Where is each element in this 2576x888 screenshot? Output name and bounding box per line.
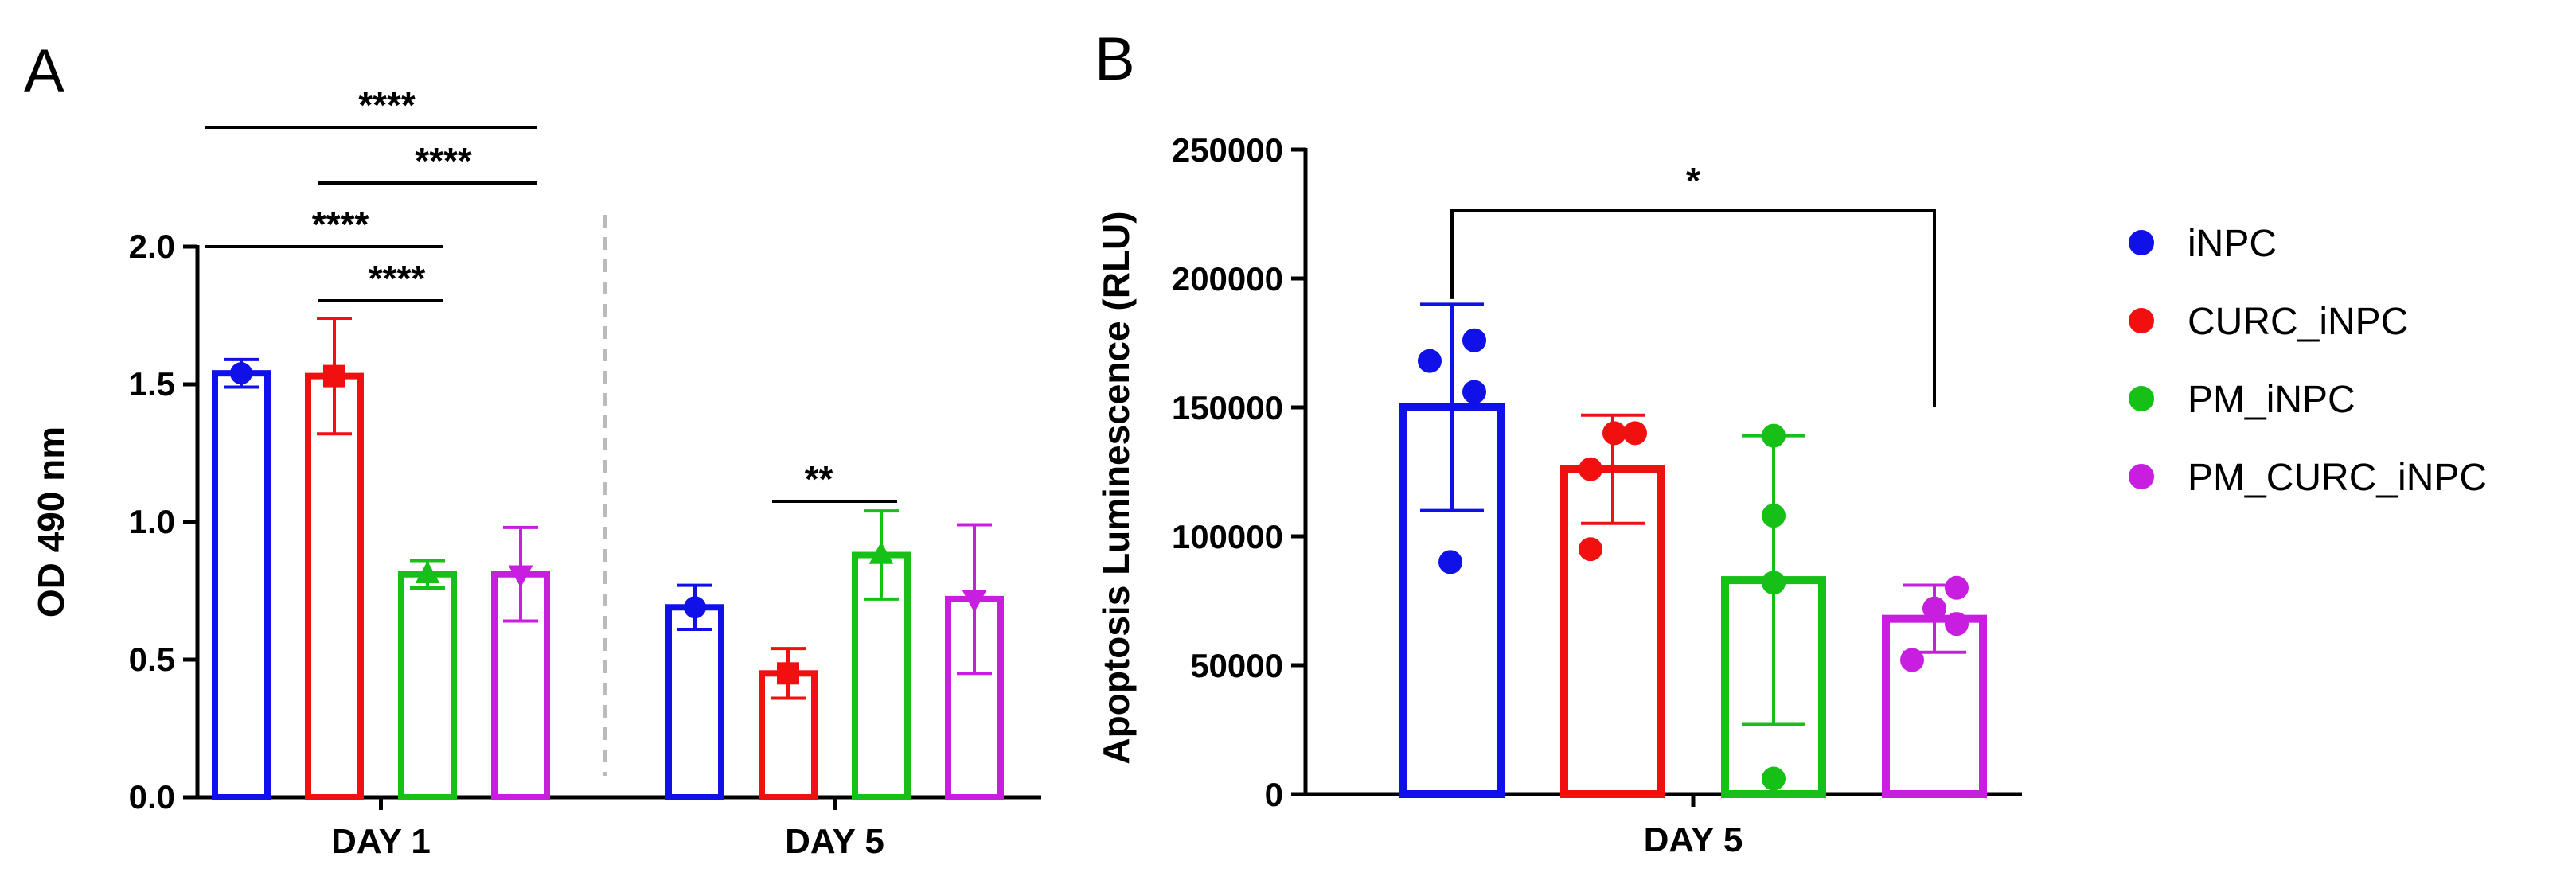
data-point-iNPC bbox=[1462, 380, 1486, 404]
y-tick-label: 1.5 bbox=[129, 365, 175, 403]
significance-label: * bbox=[1686, 160, 1700, 201]
point-iNPC bbox=[684, 596, 706, 618]
y-axis-title: Apoptosis Luminescence (RLU) bbox=[1095, 211, 1137, 764]
significance-label: **** bbox=[415, 140, 472, 181]
data-point-PM_iNPC bbox=[1762, 424, 1786, 448]
y-axis-title: OD 490 nm bbox=[30, 426, 72, 617]
legend-label-PM_iNPC: PM_iNPC bbox=[2188, 379, 2355, 421]
legend-label-PM_CURC_iNPC: PM_CURC_iNPC bbox=[2188, 457, 2487, 499]
point-CURC_iNPC bbox=[323, 365, 345, 388]
y-tick-label: 0.0 bbox=[129, 778, 175, 816]
legend-marker-CURC_iNPC bbox=[2129, 308, 2154, 333]
significance-label: **** bbox=[369, 258, 426, 299]
significance-label: ** bbox=[805, 458, 833, 500]
data-point-iNPC bbox=[1438, 550, 1462, 574]
significance-label: **** bbox=[358, 84, 416, 126]
x-category-label: DAY 1 bbox=[331, 822, 431, 861]
point-iNPC bbox=[230, 362, 252, 384]
x-category-label: DAY 5 bbox=[785, 822, 884, 861]
bar-iNPC-DAY1 bbox=[215, 373, 267, 797]
y-tick-label: 150000 bbox=[1172, 389, 1283, 426]
data-point-PM_CURC_iNPC bbox=[1945, 576, 1969, 600]
panel-b-chart: 0 50000 100000 150000 200000 250000 Apoptosis … bbox=[1095, 131, 2022, 859]
significance-label: **** bbox=[312, 204, 369, 245]
legend: iNPC CURC_iNPC PM_iNPC PM_CURC_iNPC bbox=[2129, 223, 2487, 499]
data-point-CURC_iNPC bbox=[1579, 537, 1602, 561]
data-point-iNPC bbox=[1462, 329, 1486, 352]
legend-marker-PM_CURC_iNPC bbox=[2129, 464, 2154, 489]
data-point-CURC_iNPC bbox=[1623, 421, 1647, 445]
data-point-CURC_iNPC bbox=[1579, 458, 1602, 481]
data-point-PM_iNPC bbox=[1762, 571, 1786, 594]
bar-iNPC-DAY5 bbox=[669, 607, 721, 797]
y-tick-label: 2.0 bbox=[129, 228, 175, 265]
data-point-PM_CURC_iNPC bbox=[1900, 648, 1924, 672]
data-point-PM_iNPC bbox=[1762, 767, 1786, 791]
legend-marker-PM_iNPC bbox=[2129, 386, 2154, 411]
data-point-PM_CURC_iNPC bbox=[1945, 612, 1969, 636]
bar-PM_iNPC-DAY1 bbox=[401, 574, 454, 797]
y-tick-label: 50000 bbox=[1190, 647, 1283, 684]
significance-bracket bbox=[1452, 211, 1934, 407]
bar-CURC_iNPC-DAY1 bbox=[308, 376, 361, 797]
x-category-label: DAY 5 bbox=[1644, 820, 1743, 859]
data-point-iNPC bbox=[1418, 349, 1442, 373]
data-point-CURC_iNPC bbox=[1602, 421, 1626, 445]
legend-label-iNPC: iNPC bbox=[2188, 223, 2277, 265]
legend-label-CURC_iNPC: CURC_iNPC bbox=[2188, 301, 2408, 343]
y-tick-label: 0.5 bbox=[129, 641, 175, 678]
panel-b-label: B bbox=[1095, 25, 1135, 93]
point-CURC_iNPC bbox=[777, 662, 799, 684]
y-tick-label: 200000 bbox=[1172, 260, 1283, 298]
data-point-PM_iNPC bbox=[1762, 504, 1786, 528]
y-tick-label: 100000 bbox=[1172, 518, 1283, 555]
y-tick-label: 250000 bbox=[1172, 131, 1283, 169]
legend-marker-iNPC bbox=[2129, 230, 2154, 255]
y-tick-label: 1.0 bbox=[129, 503, 175, 540]
panel-a-label: A bbox=[24, 37, 64, 105]
y-tick-label: 0 bbox=[1265, 776, 1283, 813]
data-point-PM_CURC_iNPC bbox=[1922, 597, 1946, 621]
figure: A B 0.00.51.01.52.0OD 490 nmDAY 1 DAY 5**… bbox=[0, 0, 2576, 888]
